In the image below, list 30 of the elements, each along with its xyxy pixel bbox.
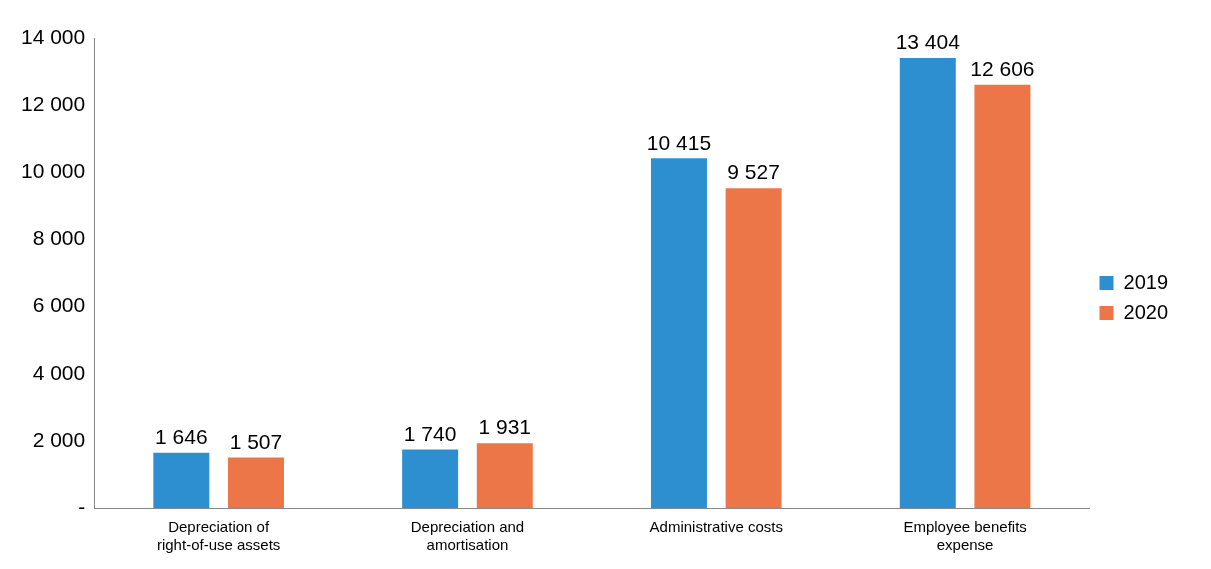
y-tick-label: 10 000	[21, 159, 86, 183]
data-label: 9 527	[727, 160, 780, 184]
legend-label: 2020	[1123, 300, 1169, 323]
y-tick-label: 4 000	[32, 360, 86, 384]
data-label: 12 606	[970, 57, 1035, 81]
data-label: 10 415	[646, 130, 712, 154]
y-tick-label: 2 000	[32, 427, 86, 451]
bar	[899, 58, 956, 508]
x-tick-label: Administrative costs	[649, 518, 783, 536]
data-label: 1 507	[229, 429, 283, 453]
bar	[650, 158, 707, 508]
x-tick-label: Depreciation of right-of-use assets	[156, 518, 281, 554]
data-label: 13 404	[895, 30, 961, 54]
y-tick-label: -	[78, 494, 86, 518]
legend-label: 2019	[1123, 270, 1169, 293]
y-tick-label: 12 000	[21, 91, 86, 115]
y-tick-label: 8 000	[32, 226, 86, 250]
data-label: 1 646	[155, 425, 208, 449]
bar	[227, 457, 284, 508]
y-tick-label: 6 000	[32, 293, 86, 317]
bar	[402, 449, 459, 508]
x-tick-label: Depreciation and amortisation	[410, 518, 525, 554]
data-label: 1 931	[478, 415, 532, 439]
data-label: 1 740	[403, 421, 457, 445]
bar	[725, 188, 782, 508]
x-tick-label: Employee benefits expense	[903, 518, 1027, 554]
bar	[476, 443, 533, 508]
y-tick-label: 14 000	[21, 24, 86, 48]
bar	[974, 84, 1031, 508]
bar	[153, 452, 210, 508]
